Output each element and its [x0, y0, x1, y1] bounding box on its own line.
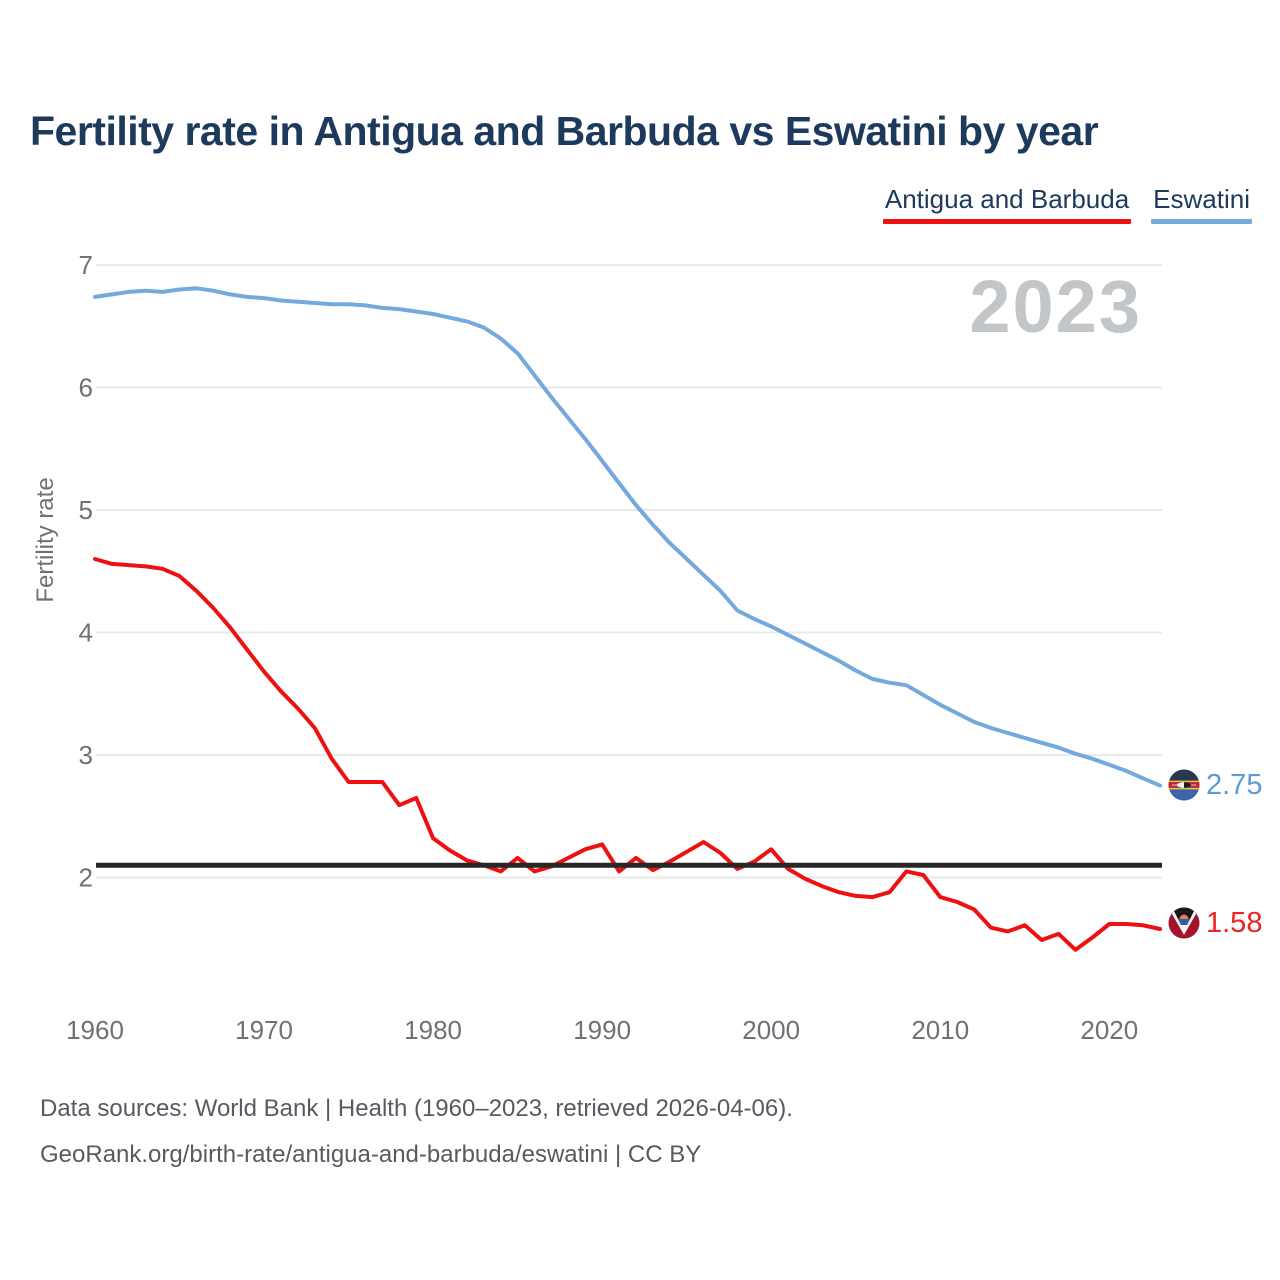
- x-tick-label: 1970: [235, 1015, 293, 1045]
- legend-color-bar: [1151, 219, 1252, 224]
- y-tick-label: 2: [79, 863, 93, 893]
- x-tick-label: 2010: [911, 1015, 969, 1045]
- y-tick-label: 6: [79, 373, 93, 403]
- legend: Antigua and Barbuda Eswatini: [882, 184, 1252, 224]
- x-tick-label: 1980: [404, 1015, 462, 1045]
- eswatini-end-value: 2.75: [1206, 769, 1263, 801]
- series-line-eswatini: [93, 286, 1162, 788]
- y-tick-label: 3: [79, 740, 93, 770]
- legend-item-antigua-and-barbuda[interactable]: Antigua and Barbuda: [882, 184, 1132, 224]
- antigua-and-barbuda-end-value: 1.58: [1206, 907, 1263, 939]
- data-source-line: Data sources: World Bank | Health (1960–…: [40, 1095, 793, 1122]
- year-watermark: 2023: [969, 265, 1142, 348]
- data-source-note: Data sources: World Bank | Health (1960–…: [40, 1086, 1240, 1178]
- x-tick-label: 1990: [573, 1015, 631, 1045]
- legend-label: Eswatini: [1153, 184, 1250, 214]
- x-tick-label: 2000: [742, 1015, 800, 1045]
- attribution-line: GeoRank.org/birth-rate/antigua-and-barbu…: [40, 1141, 702, 1168]
- legend-item-eswatini[interactable]: Eswatini: [1151, 184, 1252, 224]
- x-tick-label: 1960: [66, 1015, 124, 1045]
- antigua-and-barbuda-flag-icon: [1168, 907, 1200, 939]
- legend-color-bar: [882, 219, 1132, 224]
- y-tick-label: 5: [79, 495, 93, 525]
- y-tick-label: 7: [79, 250, 93, 280]
- x-tick-label: 2020: [1080, 1015, 1138, 1045]
- legend-label: Antigua and Barbuda: [884, 184, 1130, 214]
- page-title: Fertility rate in Antigua and Barbuda vs…: [30, 108, 1099, 154]
- eswatini-flag-icon: [1168, 769, 1200, 801]
- y-tick-label: 4: [79, 618, 93, 648]
